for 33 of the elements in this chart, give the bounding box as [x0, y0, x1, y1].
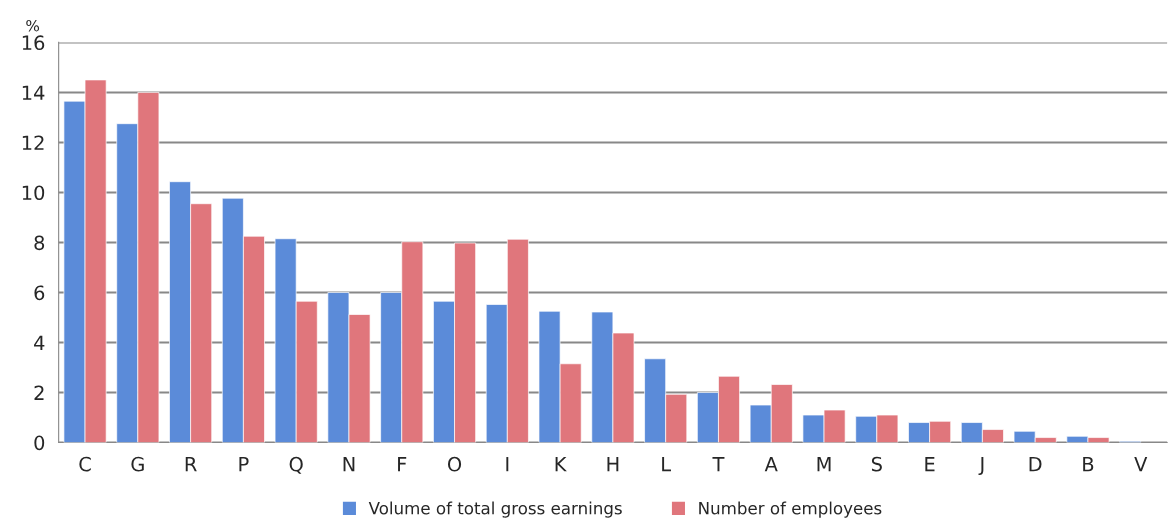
y-tick-label: 4 [34, 335, 45, 350]
y-tick-label: 16 [22, 35, 45, 51]
x-tick-label: F [398, 457, 407, 472]
y-tick-label: 12 [22, 135, 44, 150]
x-tick-label: K [555, 457, 567, 472]
x-tick-label: L [662, 457, 671, 472]
x-tick-label: O [447, 456, 462, 472]
x-tick-label: J [978, 457, 984, 476]
x-tick-label: R [185, 457, 197, 472]
y-tick-label: 14 [22, 85, 45, 100]
y-tick-label: 10 [22, 185, 45, 201]
x-tick-label: H [607, 457, 619, 472]
x-tick-label: A [764, 457, 778, 472]
x-tick-label: V [1134, 457, 1148, 472]
x-tick-label: B [1083, 457, 1094, 472]
y-tick-label: 8 [34, 235, 45, 251]
x-tick-label: M [817, 457, 831, 472]
legend-label: Number of employees [699, 501, 882, 518]
x-tick-label: N [343, 457, 355, 472]
y-axis-title: % [26, 19, 40, 32]
x-tick-label: G [131, 456, 144, 472]
x-tick-label: D [1029, 457, 1042, 472]
x-tick-label: T [712, 457, 725, 472]
y-tick-label: 0 [34, 435, 45, 451]
x-tick-label: C [79, 456, 91, 472]
legend-label: Volume of total gross earnings [368, 501, 622, 518]
y-tick-label: 6 [34, 285, 45, 301]
x-tick-label: E [925, 457, 935, 472]
x-tick-label: I [506, 457, 509, 472]
x-tick-label: P [239, 457, 249, 472]
x-tick-label: Q [289, 456, 303, 474]
x-tick-label: S [871, 456, 882, 472]
y-tick-label: 2 [34, 385, 44, 400]
